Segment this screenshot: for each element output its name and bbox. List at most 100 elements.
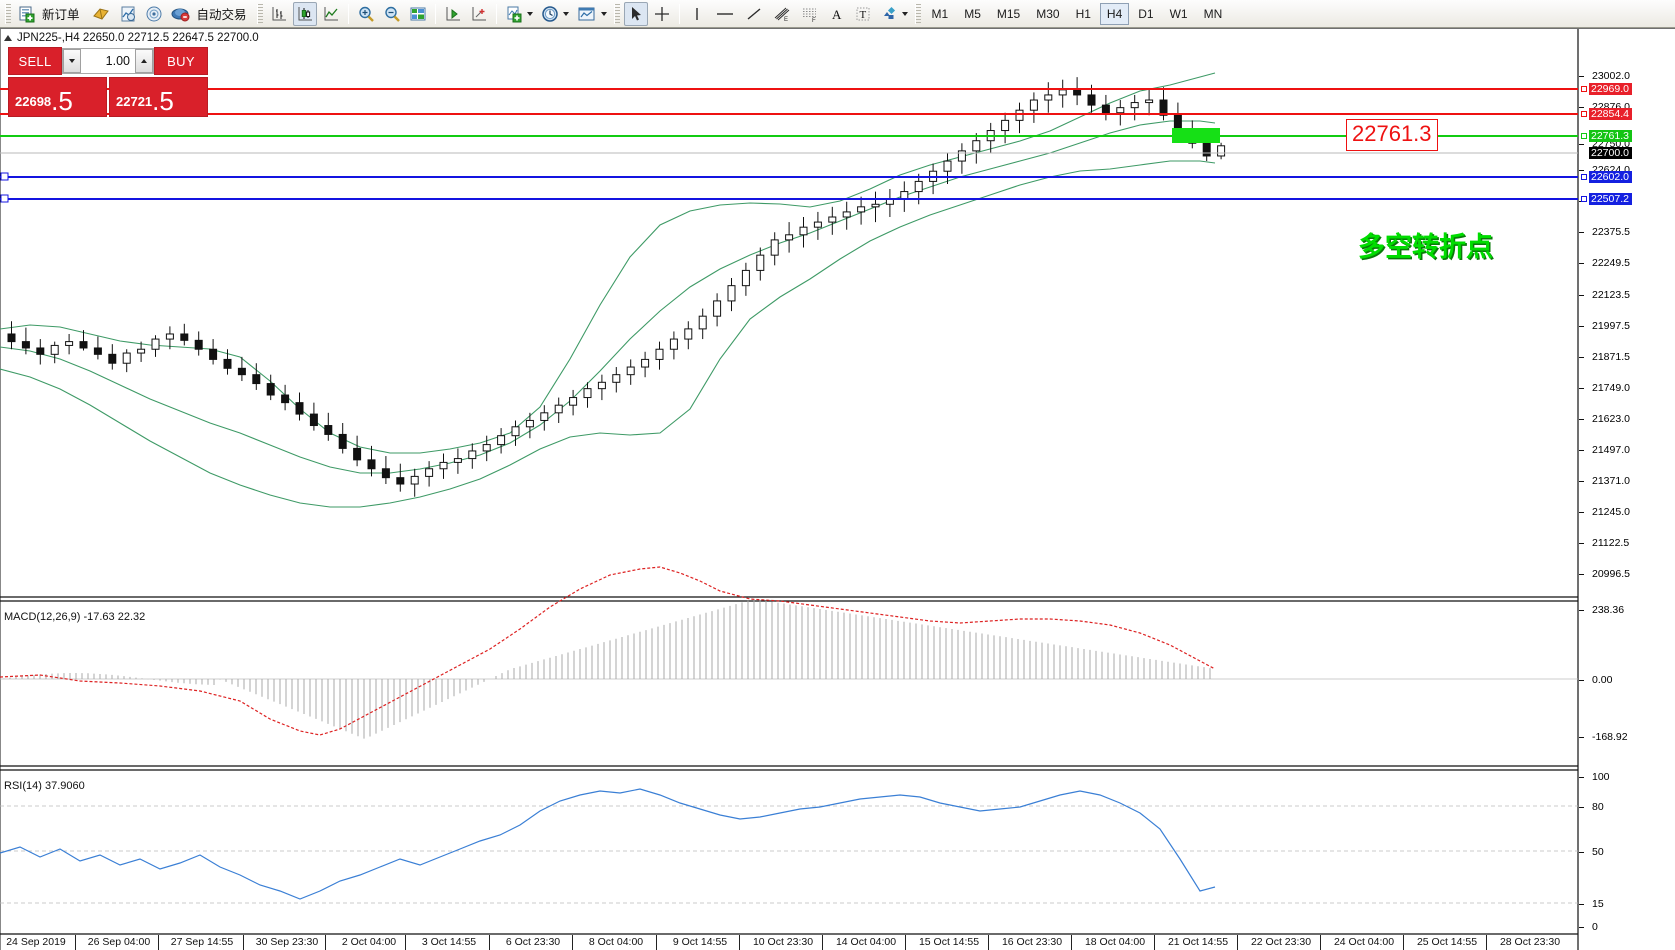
timeframe-w1[interactable]: W1: [1163, 3, 1195, 25]
buy-price-decimal: .5: [152, 86, 174, 116]
horizontal-line-button[interactable]: [711, 2, 739, 26]
navigator-button[interactable]: [142, 2, 166, 26]
equidistant-channel-button[interactable]: E: [769, 2, 795, 26]
macd-tick-label: -168.92: [1592, 731, 1628, 743]
time-tick-label: 18 Oct 04:00: [1084, 936, 1146, 948]
sell-button[interactable]: SELL: [8, 47, 62, 75]
buy-price-display[interactable]: 22721 .5: [109, 77, 208, 117]
timeframe-h4[interactable]: H4: [1099, 2, 1130, 25]
collapse-triangle-icon[interactable]: [4, 35, 12, 41]
chevron-down-icon-3[interactable]: [600, 11, 607, 16]
text-label-button[interactable]: T: [851, 2, 875, 26]
price-level-label-blue[interactable]: 22507.2: [1589, 193, 1632, 205]
fibonacci-button[interactable]: F: [797, 2, 823, 26]
price-level-label-red[interactable]: 22854.4: [1589, 108, 1632, 120]
chart-window[interactable]: JPN225-,H4 22650.0 22712.5 22647.5 22700…: [0, 28, 1675, 950]
macd-tick-label: 238.36: [1592, 604, 1625, 616]
time-tick-separator: [739, 935, 740, 950]
line-chart-button[interactable]: [319, 2, 343, 26]
zoom-in-button[interactable]: [354, 2, 378, 26]
text-button[interactable]: A: [825, 2, 849, 26]
timeframe-label: D1: [1138, 6, 1154, 21]
price-tick-mark: [1579, 263, 1584, 264]
chevron-down-icon-2[interactable]: [562, 11, 569, 16]
timeframe-m30[interactable]: M30: [1029, 3, 1066, 25]
rsi-tick-label: 50: [1592, 846, 1604, 858]
templates-icon: [578, 7, 595, 20]
volume-increase-button[interactable]: [135, 49, 153, 73]
timeframe-m15[interactable]: M15: [990, 3, 1027, 25]
templates-button[interactable]: [574, 2, 610, 26]
cursor-arrow-icon: [631, 6, 641, 20]
chevron-down-icon[interactable]: [526, 11, 533, 16]
rsi-tick-label-mark: [1579, 927, 1584, 928]
equidistant-channel-icon: E: [774, 7, 789, 23]
timeframe-m5[interactable]: M5: [957, 3, 988, 25]
price-level-handle[interactable]: [1581, 133, 1587, 139]
crosshair-tool-button[interactable]: [650, 2, 674, 26]
chart-canvas[interactable]: [0, 29, 1675, 950]
toolbar-grip-3[interactable]: [613, 3, 620, 24]
timeframe-d1[interactable]: D1: [1131, 3, 1160, 25]
price-level-handle[interactable]: [1581, 86, 1587, 92]
time-tick-separator: [1154, 935, 1155, 950]
volume-stepper[interactable]: 1.00: [62, 48, 154, 74]
crosshair-icon: [654, 6, 669, 21]
price-level-handle[interactable]: [1581, 196, 1587, 202]
market-watch-button[interactable]: [116, 2, 140, 26]
price-tick-mark: [1579, 388, 1584, 389]
trendline-button[interactable]: [741, 2, 767, 26]
bar-chart-button[interactable]: [267, 2, 291, 26]
timeframe-h1[interactable]: H1: [1069, 3, 1098, 25]
buy-button[interactable]: BUY: [154, 47, 208, 75]
price-level-label-green[interactable]: 22761.3: [1589, 130, 1632, 142]
timeframe-label: MN: [1203, 6, 1223, 21]
rsi-tick-label-mark: [1579, 904, 1584, 905]
price-tick-mark: [1579, 170, 1584, 171]
price-level-label-black[interactable]: 22700.0: [1589, 147, 1632, 159]
toolbar-grip-4[interactable]: [914, 3, 921, 24]
vertical-line-button[interactable]: [685, 2, 709, 26]
new-order-button[interactable]: 新订单: [15, 2, 86, 26]
price-level-handle[interactable]: [1581, 111, 1587, 117]
volume-decrease-button[interactable]: [63, 49, 81, 73]
candlestick-chart-button[interactable]: [292, 1, 317, 26]
shapes-button[interactable]: [877, 2, 911, 26]
period-button[interactable]: [538, 2, 572, 26]
time-tick-label: 28 Oct 23:30: [1499, 936, 1561, 948]
time-tick-separator: [243, 935, 244, 950]
rsi-tick-label: 100: [1592, 771, 1610, 783]
zoom-out-button[interactable]: [380, 2, 404, 26]
expert-advisor-button[interactable]: [88, 2, 114, 26]
svg-text:F: F: [812, 18, 816, 23]
one-click-trading-panel[interactable]: SELL 1.00 BUY 22698 .5 22721 .5: [8, 47, 208, 119]
expert-advisor-icon: [92, 7, 109, 20]
auto-trading-button[interactable]: 自动交易: [168, 2, 253, 26]
time-tick-separator: [489, 935, 490, 950]
price-level-label-blue[interactable]: 22602.0: [1589, 171, 1632, 183]
tile-windows-button[interactable]: [406, 2, 430, 26]
chevron-down-icon-4[interactable]: [901, 11, 908, 16]
time-tick-separator: [1320, 935, 1321, 950]
add-indicator-button[interactable]: [502, 2, 536, 26]
time-tick-separator: [405, 935, 406, 950]
zoom-out-icon: [384, 6, 400, 22]
time-tick-label: 14 Oct 04:00: [835, 936, 897, 948]
volume-input[interactable]: 1.00: [105, 54, 130, 68]
chart-shift-button[interactable]: [467, 2, 491, 26]
price-tick-mark: [1579, 543, 1584, 544]
price-level-label-red[interactable]: 22969.0: [1589, 83, 1632, 95]
price-tick-label: 22249.5: [1592, 257, 1630, 269]
cursor-tool-button[interactable]: [623, 1, 648, 26]
timeframe-m1[interactable]: M1: [925, 3, 956, 25]
auto-scroll-button[interactable]: [441, 2, 465, 26]
timeframe-label: W1: [1169, 6, 1188, 21]
time-tick-separator: [822, 935, 823, 950]
price-level-handle[interactable]: [1581, 174, 1587, 180]
toolbar-grip-2[interactable]: [256, 3, 263, 24]
timeframe-label: M5: [964, 6, 981, 21]
toolbar-grip[interactable]: [5, 3, 11, 24]
sell-price-display[interactable]: 22698 .5: [8, 77, 107, 117]
timeframe-mn[interactable]: MN: [1197, 3, 1230, 25]
vertical-line-icon: [695, 7, 698, 20]
